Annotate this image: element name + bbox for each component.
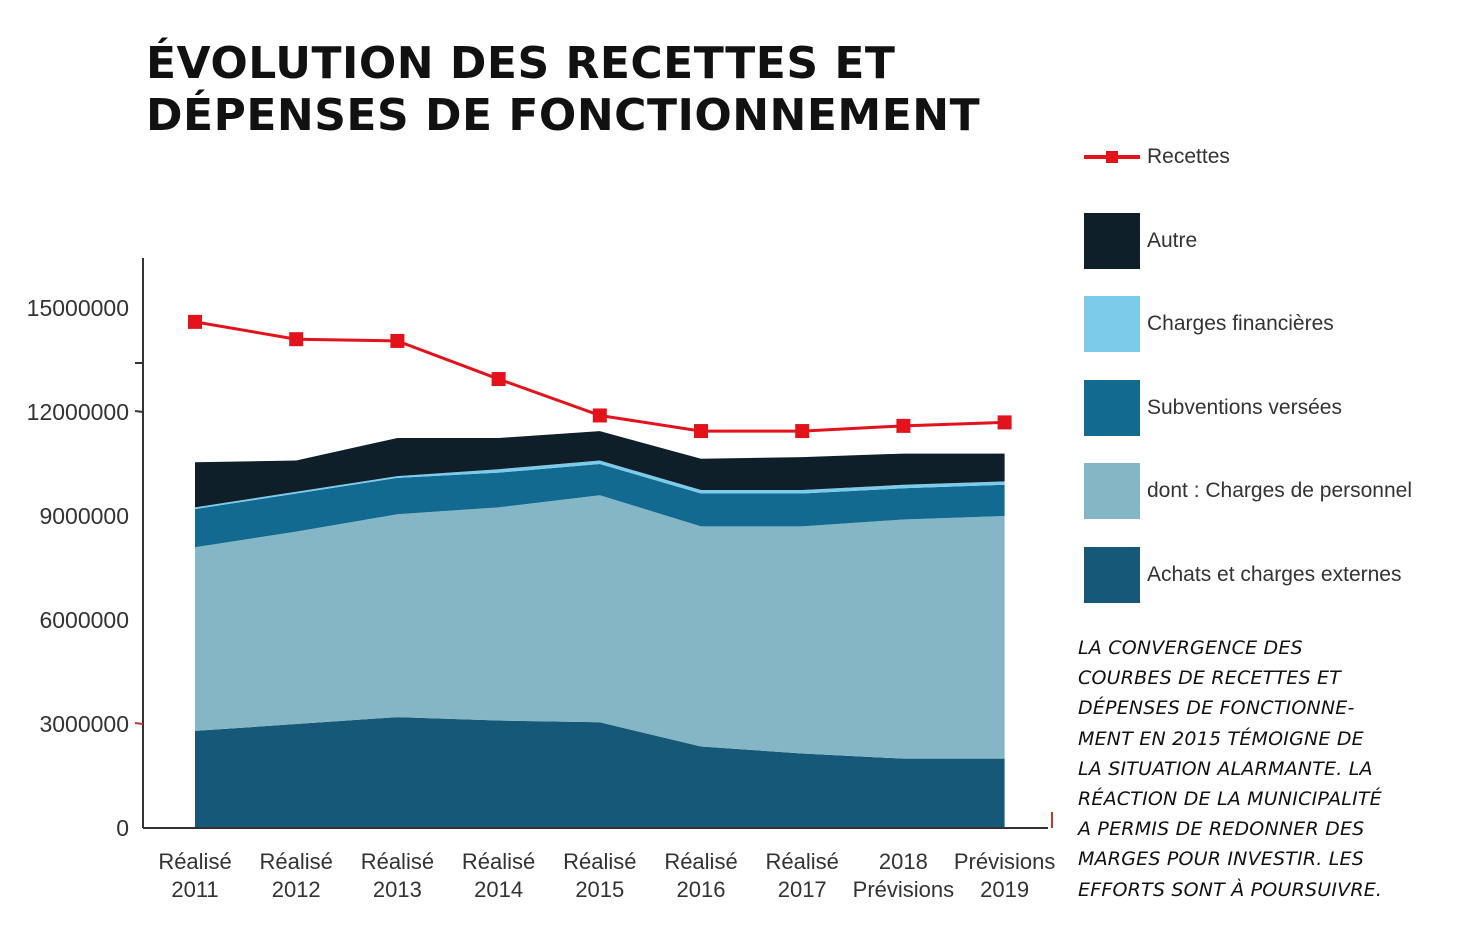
note-line: EFFORTS SONT À POURSUIVRE.	[1078, 878, 1383, 901]
x-tick-label: 2018	[879, 849, 928, 874]
recettes-point	[592, 408, 607, 423]
chart-title: ÉVOLUTION DES RECETTES ET DÉPENSES DE FO…	[146, 38, 1046, 142]
x-tick-label: 2011	[171, 877, 218, 902]
legend-label-subventions: Subventions versées	[1147, 396, 1342, 419]
legend-item-autre: Autre	[1082, 213, 1472, 269]
x-tick-label: 2012	[272, 877, 321, 902]
legend-item-charges-personnel: dont : Charges de personnel	[1082, 463, 1472, 519]
legend-item-recettes: Recettes	[1082, 129, 1472, 185]
area-series-subventions-vers-es	[195, 464, 1005, 548]
legend-label-autre: Autre	[1147, 229, 1198, 252]
note-line: MARGES POUR INVESTIR. LES	[1078, 848, 1365, 871]
legend-label-charges-personnel: dont : Charges de personnel	[1147, 479, 1413, 502]
recettes-point	[390, 333, 405, 348]
chart-title-line-2: DÉPENSES DE FONCTIONNEMENT	[146, 90, 981, 141]
legend-item-achats: Achats et charges externes	[1082, 547, 1472, 603]
area-chart: 0 3000000 6000000 9000000 12000000 15000000 Ré…	[27, 258, 1055, 902]
x-tick-label: 2019	[980, 877, 1029, 902]
x-tick-label: 2013	[373, 877, 422, 902]
recettes-point	[896, 418, 911, 433]
x-tick-label: Réalisé	[462, 849, 535, 874]
legend-item-charges-financieres: Charges financières	[1082, 296, 1472, 352]
note-line: MENT EN 2015 TÉMOIGNE DE	[1078, 727, 1364, 750]
x-tick-label: 2016	[677, 877, 726, 902]
area-series-dont-charges-de-personnel	[195, 495, 1005, 759]
y-tick-label: 6000000	[39, 607, 129, 633]
y-tick-mark	[134, 410, 144, 413]
legend-item-subventions: Subventions versées	[1082, 380, 1472, 436]
recettes-point	[694, 424, 708, 439]
recettes-point	[795, 424, 810, 439]
note-line: LA CONVERGENCE DES	[1078, 637, 1303, 659]
legend-swatch-charges-financieres	[1084, 296, 1140, 352]
x-tick-label: 2015	[575, 877, 624, 902]
y-tick-label: 3000000	[39, 711, 129, 737]
x-tick-label: Prévisions	[853, 877, 954, 902]
legend-swatch-subventions	[1084, 380, 1140, 436]
legend-label-charges-financieres: Charges financières	[1147, 312, 1334, 335]
area-series-autre	[195, 431, 1005, 508]
note-line: DÉPENSES DE FONCTIONNE-	[1078, 697, 1355, 720]
x-tick-label: 2014	[474, 877, 523, 902]
x-tick-label: 2017	[778, 877, 827, 902]
x-tick-label: Réalisé	[766, 849, 839, 874]
recettes-point	[491, 372, 506, 387]
recettes-point	[289, 332, 304, 347]
y-tick-label: 15000000	[27, 295, 129, 321]
legend-swatch-charges-personnel	[1084, 463, 1140, 519]
commentary-note: LA CONVERGENCE DES COURBES DE RECETTES E…	[1078, 633, 1458, 905]
x-tick-label: Réalisé	[563, 849, 636, 874]
y-tick-label: 12000000	[27, 399, 129, 425]
x-tick-label: Réalisé	[158, 849, 231, 874]
x-tick-label: Réalisé	[664, 849, 737, 874]
note-line: COURBES DE RECETTES ET	[1078, 667, 1341, 690]
note-line: RÉACTION DE LA MUNICIPALITÉ	[1078, 788, 1382, 811]
area-series-achats-et-charges-externes	[195, 717, 1005, 828]
chart-title-line-1: ÉVOLUTION DES RECETTES ET	[146, 38, 896, 89]
legend-line-marker-icon	[1084, 151, 1140, 163]
legend-swatch-autre	[1084, 213, 1140, 269]
recettes-point	[188, 314, 202, 329]
legend-swatch-achats	[1084, 547, 1140, 603]
y-tick-mark	[134, 722, 144, 725]
y-tick-label: 0	[116, 815, 129, 841]
legend-label-recettes: Recettes	[1147, 145, 1230, 168]
recettes-point	[997, 415, 1012, 430]
x-tick-label: Réalisé	[260, 849, 333, 874]
legend-label-achats: Achats et charges externes	[1147, 563, 1402, 586]
note-line: LA SITUATION ALARMANTE. LA	[1078, 757, 1373, 780]
y-tick-label: 9000000	[39, 503, 129, 529]
note-line: A PERMIS DE REDONNER DES	[1078, 818, 1365, 841]
x-tick-label: Prévisions	[954, 849, 1055, 874]
x-tick-label: Réalisé	[361, 849, 434, 874]
